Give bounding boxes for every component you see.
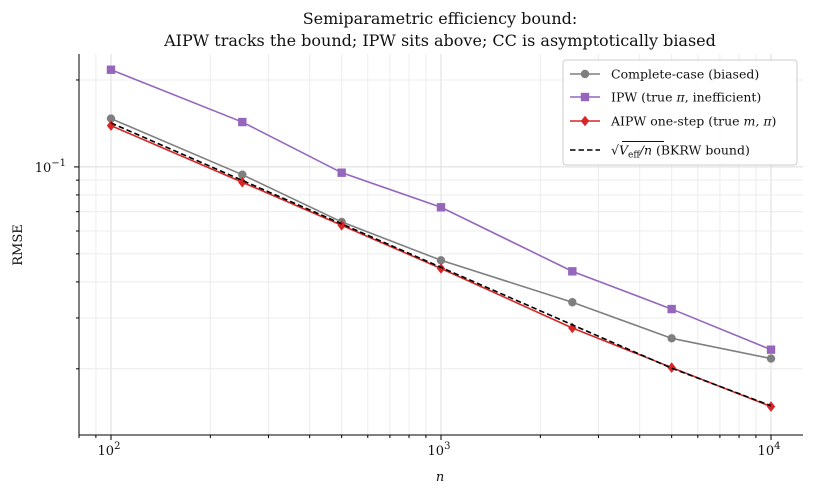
legend-marker — [580, 92, 590, 102]
legend-marker — [580, 115, 590, 127]
legend-item-0: Complete-case (biased) — [570, 67, 759, 82]
ticks-layer: 102 103 104 10−1 — [35, 79, 781, 459]
data-point — [238, 170, 247, 179]
data-point — [106, 65, 116, 74]
data-point — [436, 263, 446, 274]
data-point — [337, 219, 346, 231]
legend-item-2: AIPW one-step (true m, π) — [570, 114, 776, 129]
x-tick-label: 104 — [758, 441, 781, 459]
legend: Complete-case (biased) IPW (true π, ineff… — [562, 59, 798, 166]
legend-item-3: √Veff/n (BKRW bound) — [570, 141, 750, 161]
data-point — [667, 334, 676, 343]
data-point — [667, 304, 676, 314]
chart-title-line-1: Semiparametric efficiency bound: — [303, 9, 578, 28]
data-point — [568, 267, 577, 276]
data-point — [436, 203, 446, 212]
series-layer — [106, 65, 776, 412]
data-point — [568, 298, 577, 307]
data-point — [436, 256, 446, 265]
x-tick-label: 102 — [98, 441, 121, 459]
data-point — [766, 354, 776, 363]
series-3 — [110, 122, 772, 407]
legend-label: √Veff/n (BKRW bound) — [611, 143, 750, 161]
x-tick-label: 103 — [428, 441, 451, 459]
data-point — [238, 117, 247, 127]
x-axis-label: n — [436, 470, 444, 485]
chart-title-line-2: AIPW tracks the bound; IPW sits above; C… — [163, 31, 716, 50]
data-point — [667, 362, 676, 373]
series-line — [110, 122, 772, 407]
legend-box — [562, 59, 798, 166]
grid — [78, 54, 803, 435]
data-point — [106, 120, 116, 131]
data-point — [766, 401, 776, 412]
legend-label: IPW (true π, inefficient) — [611, 90, 761, 105]
series-1 — [106, 65, 776, 354]
legend-item-1: IPW (true π, inefficient) — [570, 90, 761, 105]
data-point — [337, 168, 346, 177]
data-point — [766, 345, 776, 354]
data-point — [106, 114, 116, 123]
y-axis-label: RMSE — [11, 224, 26, 266]
y-tick-label: 10−1 — [35, 158, 66, 176]
legend-label: AIPW one-step (true m, π) — [610, 114, 776, 129]
legend-marker — [580, 69, 590, 79]
legend-label: Complete-case (biased) — [611, 67, 759, 82]
data-point — [568, 322, 577, 334]
